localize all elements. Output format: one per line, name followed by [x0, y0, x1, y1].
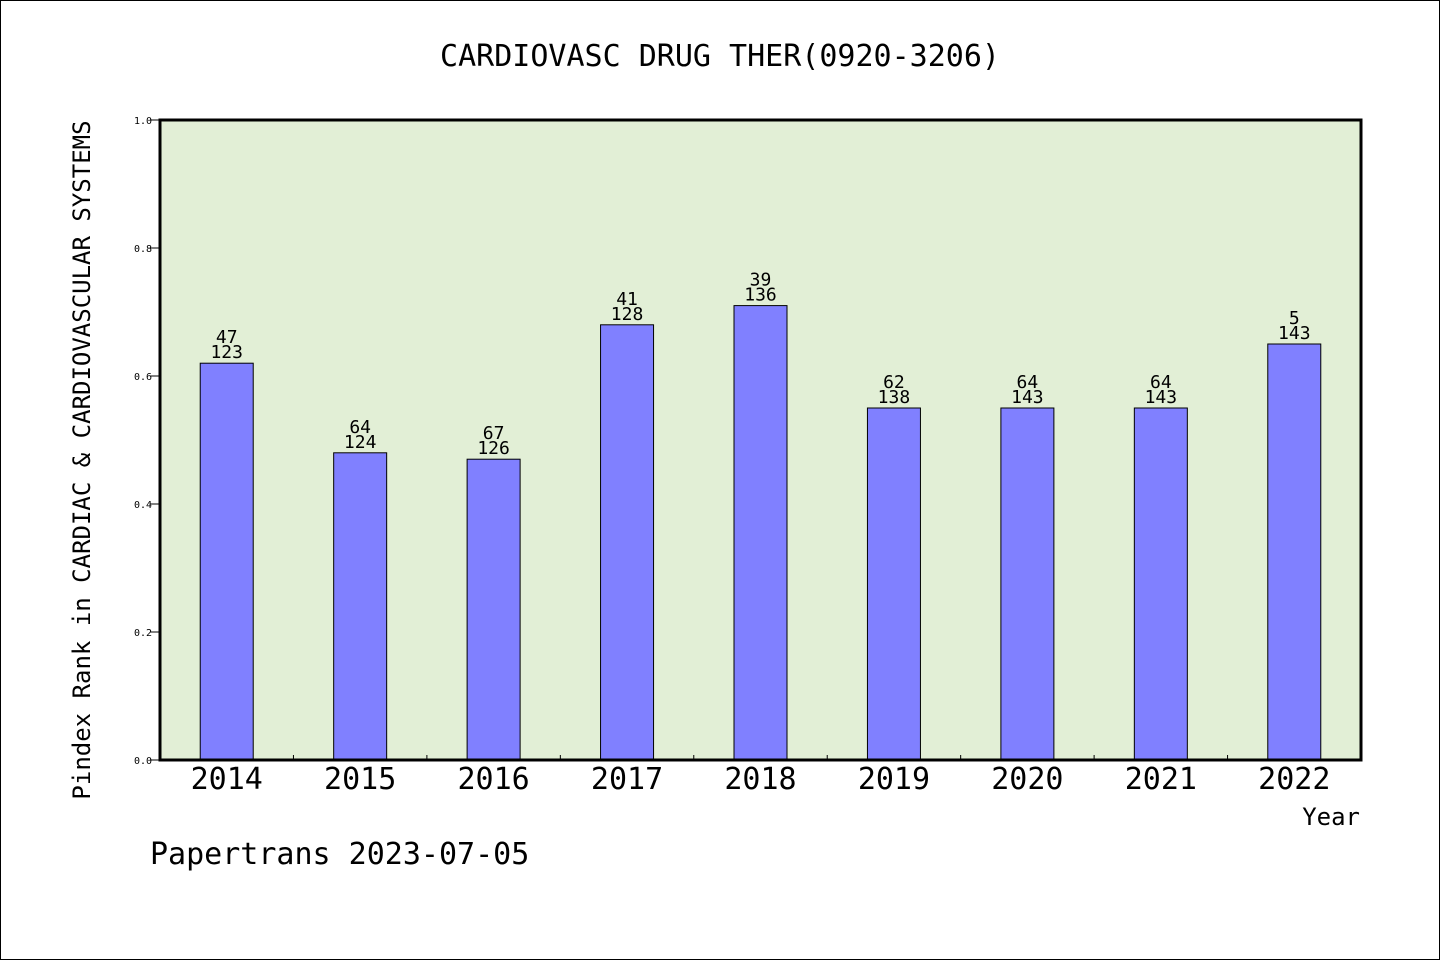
total-label: 136 — [744, 285, 777, 306]
rank-label: 64 — [1017, 372, 1039, 393]
x-tick-label: 2020 — [991, 762, 1063, 797]
chart-title: CARDIOVASC DRUG THER(0920-3206) — [440, 39, 1000, 74]
y-axis-label: Pindex Rank in CARDIAC & CARDIOVASCULAR … — [68, 120, 96, 799]
y-tick-label: 0.6 — [134, 372, 152, 383]
x-tick-label: 2019 — [858, 762, 930, 797]
x-tick-label: 2014 — [191, 762, 263, 797]
x-axis-label: Year — [1302, 803, 1360, 831]
y-axis: 0.0 0.2 0.4 0.6 0.8 1.0 — [134, 116, 160, 767]
bar-2018 — [733, 305, 788, 761]
bar-2021 — [1133, 407, 1188, 761]
total-label: 124 — [344, 432, 377, 453]
rank-label: 47 — [216, 327, 238, 348]
rank-label: 41 — [616, 289, 638, 310]
footer-credit: Papertrans 2023-07-05 — [150, 837, 529, 872]
rank-label: 64 — [349, 417, 371, 438]
total-label: 143 — [1011, 387, 1044, 408]
total-label: 143 — [1278, 323, 1311, 344]
bar-2017 — [600, 324, 655, 761]
x-tick-label: 2017 — [591, 762, 663, 797]
rank-label: 5 — [1289, 308, 1300, 329]
plot-border — [158, 118, 1363, 762]
x-tick-label: 2016 — [457, 762, 529, 797]
rank-label: 67 — [483, 423, 505, 444]
rank-label: 62 — [883, 372, 905, 393]
x-tick-label: 2015 — [324, 762, 396, 797]
total-label: 128 — [611, 304, 644, 325]
x-tick-label: 2018 — [724, 762, 796, 797]
bar-2022 — [1267, 343, 1322, 761]
y-tick-label: 0.4 — [134, 500, 152, 511]
rank-label: 64 — [1150, 372, 1172, 393]
bar-2015 — [333, 452, 388, 761]
total-label: 123 — [210, 342, 243, 363]
bar-2016 — [466, 458, 521, 761]
rank-label: 39 — [750, 270, 772, 291]
y-tick-label: 0.2 — [134, 628, 152, 639]
x-tick-label: 2022 — [1258, 762, 1330, 797]
y-tick-label: 1.0 — [134, 116, 152, 127]
bar-2014 — [199, 362, 254, 761]
bar-2019 — [866, 407, 921, 761]
bar-2020 — [1000, 407, 1055, 761]
y-tick-label: 0.8 — [134, 244, 152, 255]
x-axis: 2014 2015 2016 2017 2018 2019 2020 2021 2022 — [191, 755, 1330, 797]
total-label: 138 — [878, 387, 911, 408]
x-tick-label: 2021 — [1125, 762, 1197, 797]
total-label: 126 — [477, 438, 510, 459]
total-label: 143 — [1145, 387, 1178, 408]
y-tick-label: 0.0 — [134, 756, 152, 767]
